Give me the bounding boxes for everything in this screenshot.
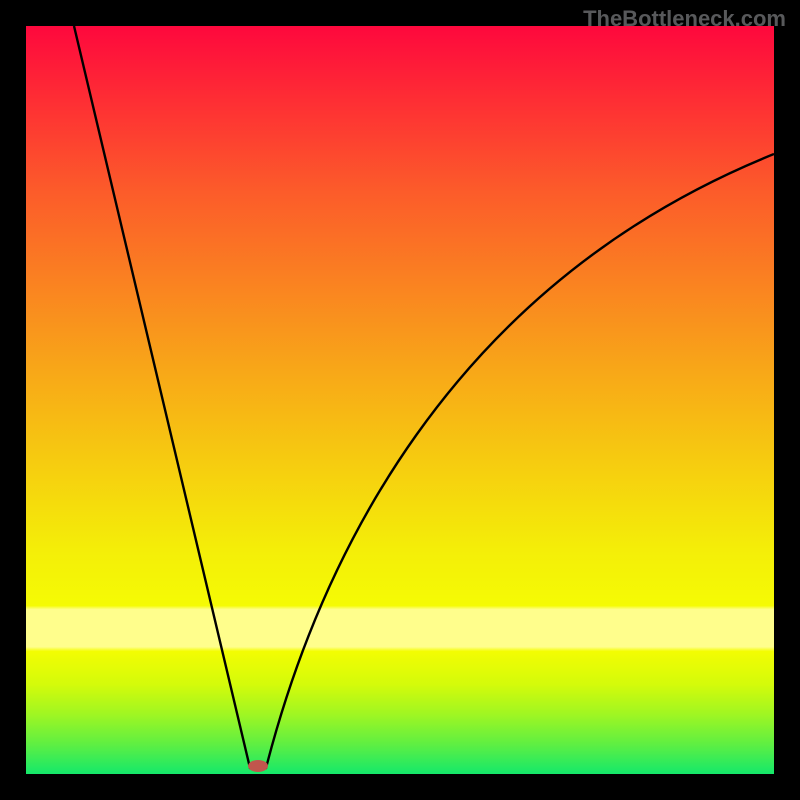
- chart-background: [26, 26, 774, 774]
- chart-svg: [26, 26, 774, 774]
- watermark-text: TheBottleneck.com: [583, 6, 786, 32]
- plot-area: [26, 26, 774, 774]
- figure-container: TheBottleneck.com: [0, 0, 800, 800]
- minimum-marker: [248, 760, 268, 772]
